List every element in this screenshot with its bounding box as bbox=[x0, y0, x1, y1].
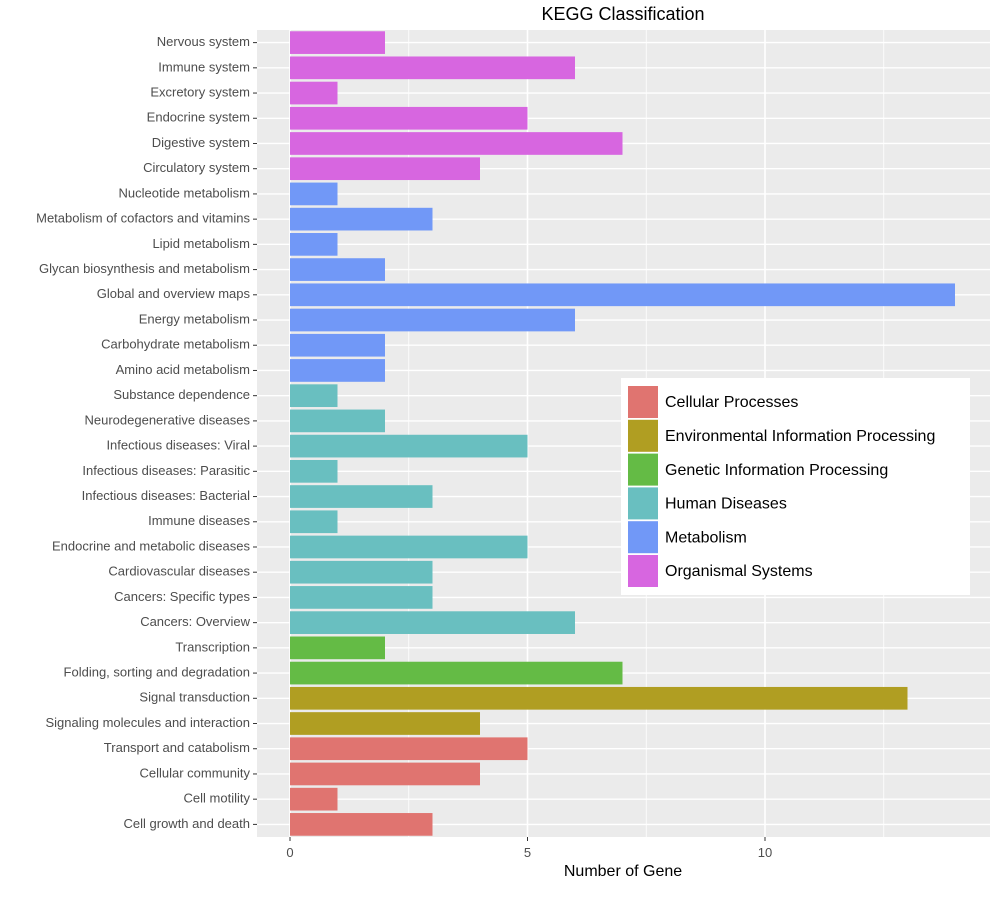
legend-label: Human Diseases bbox=[665, 496, 787, 513]
y-tick-label: Cell motility bbox=[184, 791, 251, 806]
bar bbox=[290, 157, 480, 181]
bar bbox=[290, 308, 575, 332]
y-tick-label: Signaling molecules and interaction bbox=[45, 715, 250, 730]
bar bbox=[290, 283, 955, 307]
y-tick-label: Infectious diseases: Parasitic bbox=[82, 463, 250, 478]
bar bbox=[290, 712, 480, 735]
bar bbox=[290, 535, 528, 559]
bar bbox=[290, 333, 385, 357]
legend-label: Organismal Systems bbox=[665, 563, 813, 580]
bar bbox=[290, 207, 433, 231]
bar bbox=[290, 459, 338, 483]
bar bbox=[290, 434, 528, 458]
bar bbox=[290, 182, 338, 206]
y-tick-label: Nervous system bbox=[157, 34, 250, 49]
y-tick-label: Infectious diseases: Bacterial bbox=[82, 488, 250, 503]
legend-swatch bbox=[628, 487, 658, 520]
y-tick-label: Immune system bbox=[158, 59, 250, 74]
y-tick-label: Digestive system bbox=[152, 135, 250, 150]
y-tick-label: Energy metabolism bbox=[139, 311, 250, 326]
y-tick-label: Carbohydrate metabolism bbox=[101, 337, 250, 352]
bar bbox=[290, 813, 433, 836]
bar bbox=[290, 762, 480, 786]
y-tick-label: Infectious diseases: Viral bbox=[106, 438, 250, 453]
y-tick-label: Neurodegenerative diseases bbox=[85, 412, 251, 427]
bar bbox=[290, 359, 385, 382]
bar bbox=[290, 56, 575, 80]
bar bbox=[290, 636, 385, 660]
y-tick-label: Transcription bbox=[175, 639, 250, 654]
y-tick-label: Immune diseases bbox=[148, 513, 250, 528]
bar bbox=[290, 233, 338, 256]
legend-label: Metabolism bbox=[665, 529, 747, 546]
bar bbox=[290, 81, 338, 105]
bars-group bbox=[290, 31, 955, 836]
y-tick-label: Circulatory system bbox=[143, 160, 250, 175]
y-tick-label: Lipid metabolism bbox=[152, 236, 250, 251]
y-tick-label: Substance dependence bbox=[113, 387, 250, 402]
y-tick-label: Endocrine system bbox=[147, 110, 250, 125]
bar bbox=[290, 485, 433, 508]
x-axis: 0 5 10 bbox=[286, 837, 772, 860]
y-tick-label: Folding, sorting and degradation bbox=[64, 665, 250, 680]
legend-swatch bbox=[628, 386, 658, 418]
bar bbox=[290, 737, 528, 761]
y-tick-label: Nucleotide metabolism bbox=[118, 185, 250, 200]
legend-label: Cellular Processes bbox=[665, 394, 798, 411]
y-axis: Nervous system Immune system Excretory sys… bbox=[36, 34, 257, 831]
bar bbox=[290, 611, 575, 634]
y-tick-label: Cardiovascular diseases bbox=[108, 564, 250, 579]
chart-title: KEGG Classification bbox=[541, 4, 704, 24]
bar bbox=[290, 106, 528, 130]
x-axis-title: Number of Gene bbox=[564, 863, 682, 880]
bar bbox=[290, 586, 433, 609]
bar bbox=[290, 384, 338, 408]
y-tick-label: Amino acid metabolism bbox=[116, 362, 250, 377]
bar bbox=[290, 409, 385, 433]
bar bbox=[290, 560, 433, 584]
bar bbox=[290, 686, 908, 710]
legend-swatch bbox=[628, 453, 658, 486]
bar bbox=[290, 787, 338, 811]
x-tick-label: 0 bbox=[286, 845, 293, 860]
y-tick-label: Glycan biosynthesis and metabolism bbox=[39, 261, 250, 276]
y-tick-label: Metabolism of cofactors and vitamins bbox=[36, 211, 250, 226]
x-tick-label: 10 bbox=[758, 845, 772, 860]
bar bbox=[290, 132, 623, 155]
bar bbox=[290, 31, 385, 54]
y-tick-label: Cellular community bbox=[139, 765, 250, 780]
y-tick-label: Excretory system bbox=[150, 84, 250, 99]
y-tick-label: Cell growth and death bbox=[124, 816, 250, 831]
legend-box bbox=[621, 378, 970, 595]
legend-swatch bbox=[628, 419, 658, 452]
bar bbox=[290, 258, 385, 281]
legend-label: Genetic Information Processing bbox=[665, 462, 888, 479]
x-tick-label: 5 bbox=[524, 845, 531, 860]
legend-swatch bbox=[628, 521, 658, 554]
y-tick-label: Global and overview maps bbox=[97, 286, 251, 301]
y-tick-label: Cancers: Specific types bbox=[114, 589, 250, 604]
y-tick-label: Endocrine and metabolic diseases bbox=[52, 538, 251, 553]
bar bbox=[290, 661, 623, 685]
y-tick-label: Cancers: Overview bbox=[140, 614, 250, 629]
legend-label: Environmental Information Processing bbox=[665, 428, 935, 445]
y-tick-label: Transport and catabolism bbox=[104, 740, 250, 755]
legend-swatch bbox=[628, 555, 658, 587]
legend: Cellular Processes Environmental Informat… bbox=[621, 378, 970, 595]
y-tick-label: Signal transduction bbox=[139, 690, 250, 705]
bar bbox=[290, 510, 338, 534]
